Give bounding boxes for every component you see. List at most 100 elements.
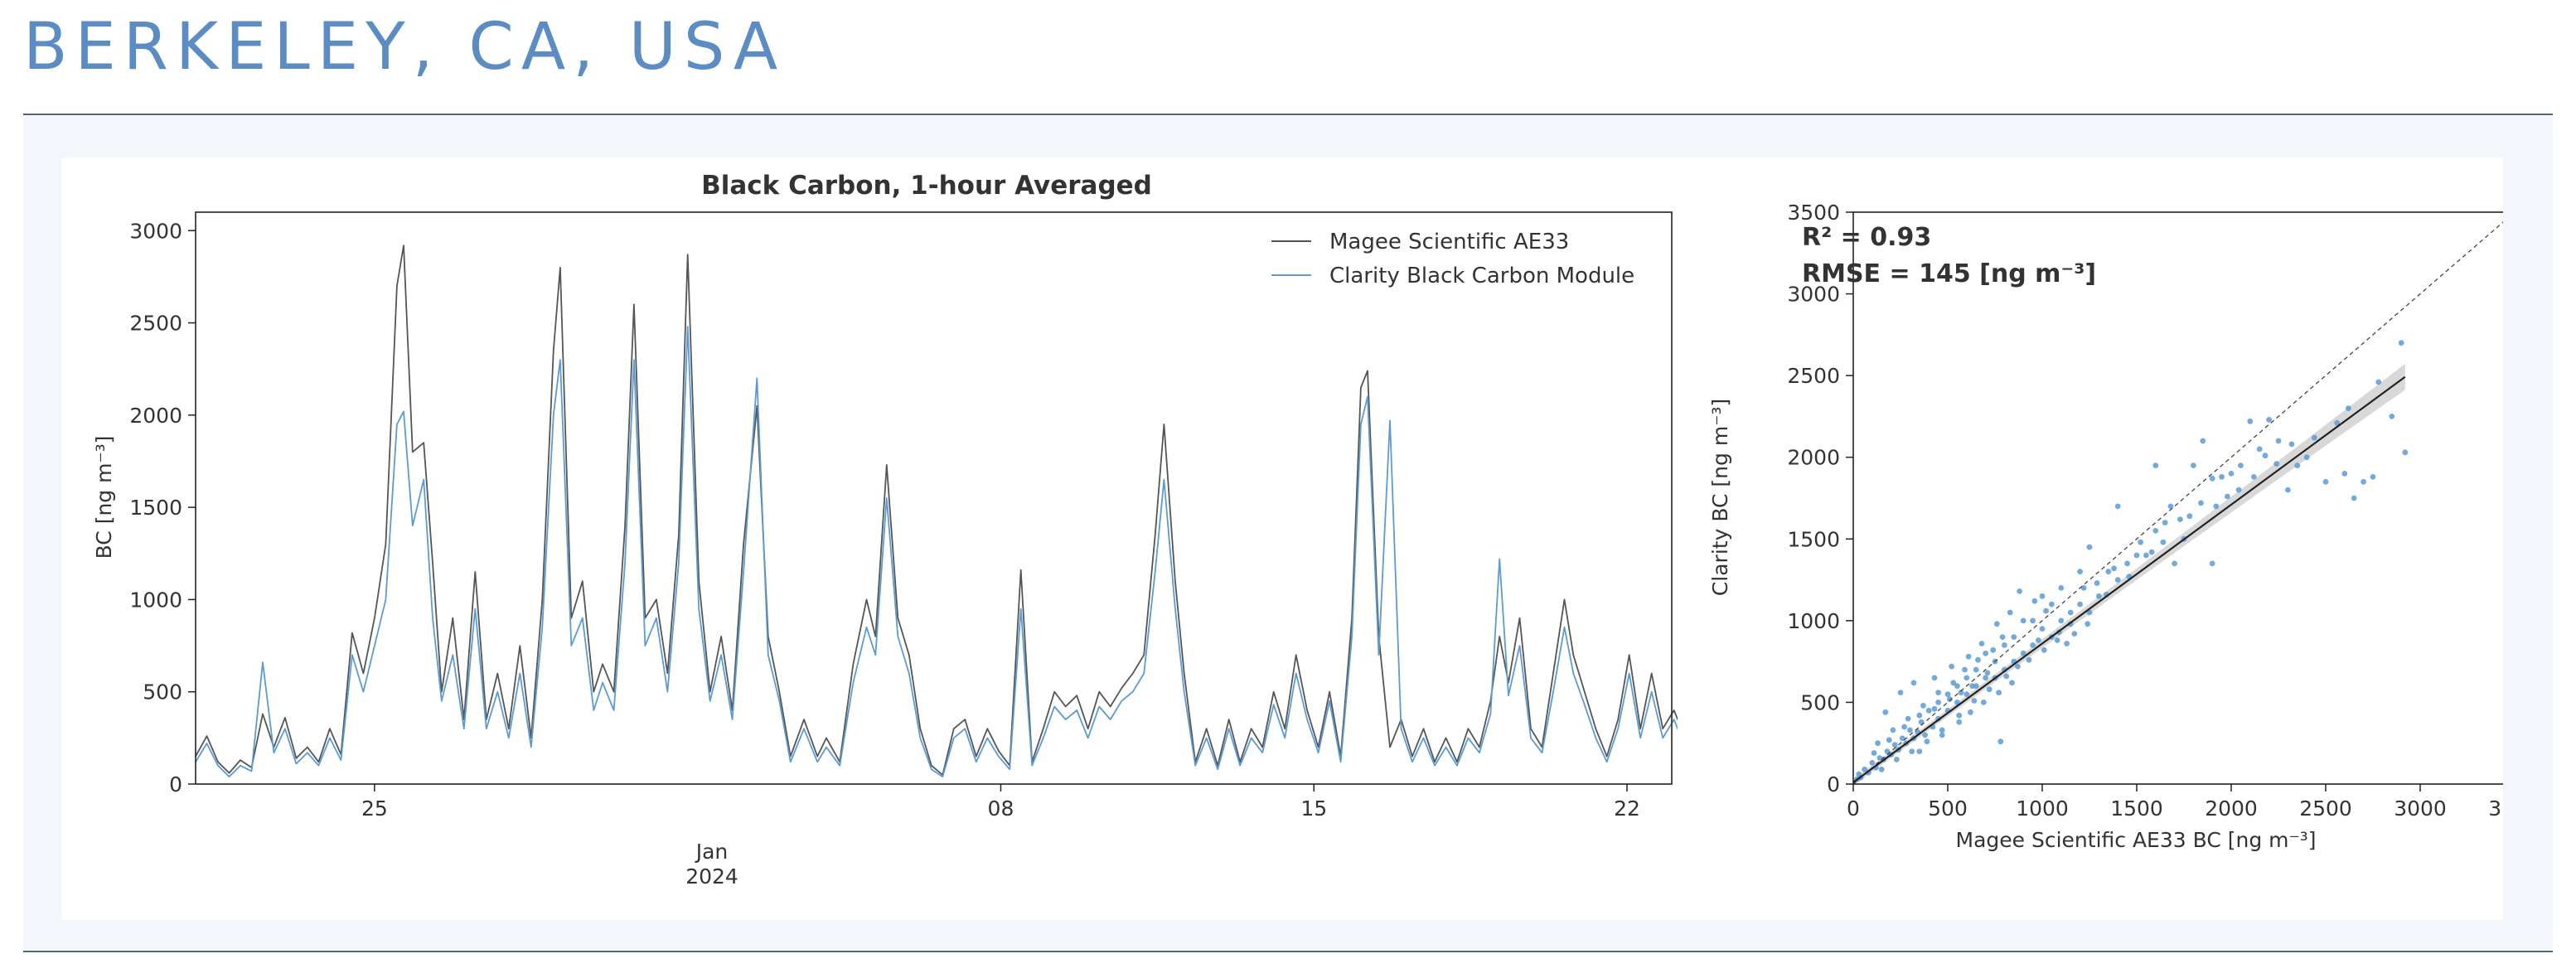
y-tick-label: 3000 (1787, 283, 1840, 307)
scatter-point (2198, 500, 2204, 506)
scatter-point (2020, 617, 2026, 624)
scatter-point (2177, 516, 2183, 522)
scatter-point (2133, 552, 2140, 559)
scatter-point (1875, 740, 1881, 747)
scatter-point (2054, 637, 2060, 643)
scatter-point (2370, 474, 2376, 480)
scatter-point (2256, 446, 2263, 453)
scatter-point (2058, 617, 2065, 624)
scatter-point (1882, 709, 1889, 715)
scatter-point (1862, 766, 1868, 772)
scatter-point (2273, 461, 2280, 467)
scatter-point (2311, 434, 2317, 441)
scatter-point (1871, 750, 1877, 756)
scatter-point (1963, 691, 1970, 697)
scatter-point (2235, 487, 2242, 493)
scatter-point (1956, 712, 1963, 719)
scatter-point (2111, 565, 2117, 572)
scatter-point (2162, 520, 2168, 525)
scatter-point (2058, 585, 2065, 591)
scatter-point (1983, 650, 1988, 656)
scatter-point (1993, 621, 2000, 627)
scatter-point (2262, 453, 2269, 459)
identity-line (1852, 221, 2503, 785)
scatter-point (2011, 634, 2017, 640)
scatter-point (1876, 755, 1883, 761)
scatter-point (2191, 462, 2196, 468)
x-secondary-label-month: Jan (695, 840, 729, 864)
x-tick-label: 22 (1614, 796, 1640, 821)
scatter-point (2288, 441, 2295, 448)
scatter-point (1984, 670, 1991, 676)
series-line-clarity (195, 326, 1678, 777)
scatter-point (1949, 663, 1954, 670)
chart-card: 0 500 1000 1500 2000 2500 3000 25 08 15 22 Black C… (61, 157, 2503, 920)
scatter-point (2275, 438, 2282, 444)
x-tick-label: 1000 (2016, 796, 2069, 821)
scatter-point (1983, 675, 1988, 681)
scatter-point (2294, 462, 2301, 468)
y-tick-label: 2000 (1787, 446, 1840, 470)
time-series-title: Black Carbon, 1-hour Averaged (701, 171, 1152, 201)
scatter-point (2067, 609, 2074, 616)
scatter-point (1886, 737, 1892, 743)
scatter-point (1944, 691, 1951, 697)
scatter-point (1935, 700, 1941, 705)
scatter-point (2152, 462, 2159, 468)
scatter-ylabel: Clarity BC [ng m⁻³] (1708, 399, 1732, 596)
y-tick-label: 1500 (1787, 527, 1840, 551)
x-tick-label: 15 (1300, 796, 1327, 821)
scatter-point (1975, 656, 1981, 663)
scatter-point (2303, 454, 2310, 461)
scatter-point (1907, 727, 1913, 734)
scatter-point (2015, 663, 2021, 670)
x-tick-label: 0 (1847, 796, 1860, 821)
scatter-chart: 0 500 1000 1500 2000 2500 3000 3500 0 500 1000 1500… (1708, 201, 2503, 852)
scatter-point (1939, 732, 1945, 738)
scatter-point (2186, 513, 2193, 520)
scatter-point (2341, 471, 2348, 477)
scatter-point (2031, 598, 2038, 604)
scatter-point (1969, 683, 1975, 690)
scatter-point (1956, 719, 1963, 725)
scatter-point (2094, 580, 2100, 586)
scatter-point (1931, 675, 1938, 681)
x-tick-label: 2500 (2299, 796, 2352, 821)
time-series-legend: Magee Scientific AE33 Clarity Black Carb… (1271, 230, 1634, 288)
footer-divider (23, 951, 2553, 952)
x-tick-label: 500 (1928, 796, 1968, 821)
scatter-point (2039, 626, 2046, 632)
regression-line (1852, 375, 2406, 783)
legend-label-clarity: Clarity Black Carbon Module (1329, 264, 1634, 288)
scatter-point (2285, 487, 2291, 493)
x-tick-label: 1500 (2110, 796, 2163, 821)
scatter-point (1910, 680, 1917, 686)
scatter-point (1962, 666, 1968, 673)
scatter-point (1996, 690, 2002, 695)
scatter-point (1978, 641, 1985, 646)
scatter-point (1939, 727, 1945, 734)
scatter-point (1925, 707, 1932, 714)
scatter-point (2160, 539, 2167, 545)
scatter-point (2138, 539, 2143, 545)
scatter-point (2077, 601, 2083, 608)
scatter-point (1946, 696, 1953, 702)
y-tick-label: 2500 (1787, 364, 1840, 388)
scatter-point (2017, 588, 2022, 594)
scatter-point (2225, 493, 2230, 500)
y-tick-label: 1500 (129, 496, 182, 520)
scatter-point (2036, 637, 2041, 643)
scatter-point (1950, 680, 1957, 686)
scatter-point (2007, 609, 2013, 616)
y-tick-label: 1000 (129, 588, 182, 612)
header-divider (23, 114, 2553, 115)
scatter-point (1980, 700, 1987, 705)
scatter-point (2361, 478, 2366, 485)
scatter-point (2346, 405, 2351, 411)
scatter-point (1897, 690, 1904, 695)
scatter-point (1894, 757, 1900, 763)
scatter-point (2124, 560, 2130, 567)
scatter-point (2077, 569, 2083, 575)
series-line-magee (195, 244, 1678, 776)
scatter-point (2172, 560, 2177, 567)
